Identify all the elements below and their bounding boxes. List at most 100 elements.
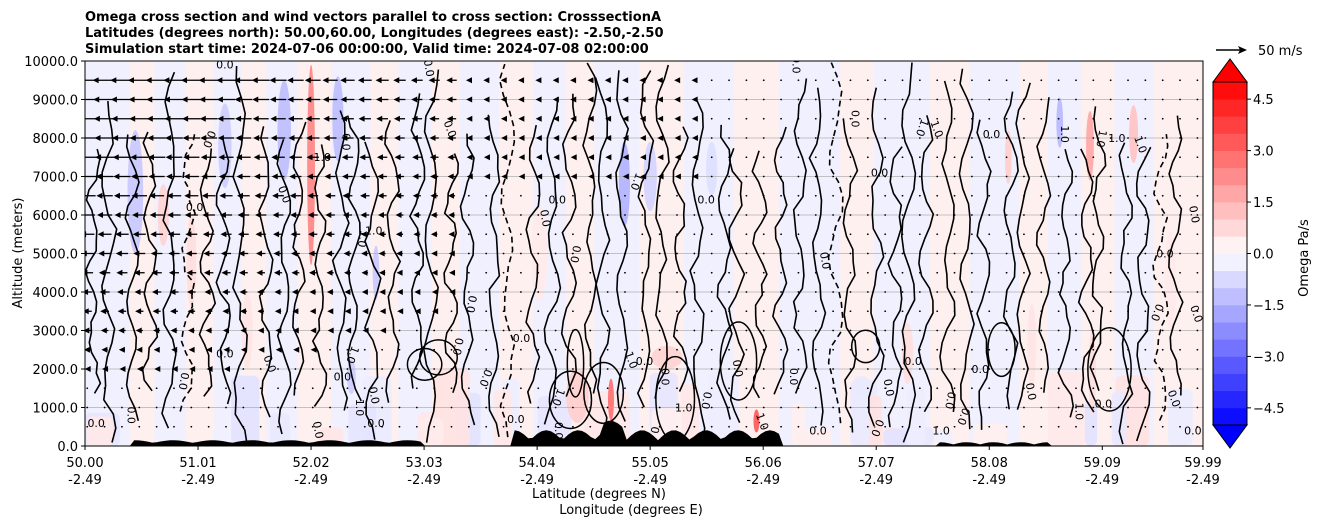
wind-vector-head-565 (588, 154, 595, 161)
wind-vector-928 (918, 117, 921, 120)
wind-vector-823 (832, 310, 835, 313)
wind-vector-327 (381, 348, 384, 351)
wind-vector-892 (884, 79, 887, 82)
wind-vector-576 (606, 310, 609, 313)
omega-band-low-39 (348, 404, 376, 446)
wind-vector-465 (502, 252, 505, 255)
wind-vector-597 (624, 271, 626, 274)
wind-vector-786 (797, 291, 800, 293)
wind-vector-1166 (1144, 291, 1147, 293)
contour-label-33: 0.0 (513, 332, 531, 345)
wind-vector-562 (589, 214, 592, 216)
wind-vector-head-407 (449, 269, 456, 276)
wind-vector-821 (832, 348, 835, 351)
wind-vector-head-529 (553, 115, 560, 122)
wind-vector-445 (485, 271, 488, 274)
wind-vector-982 (971, 175, 973, 178)
wind-vector-1176 (1144, 98, 1147, 101)
wind-vector-1151 (1127, 214, 1129, 216)
wind-vector-head-34 (94, 135, 101, 141)
wind-vector-head-44 (117, 308, 124, 315)
wind-vector-head-330 (379, 289, 386, 295)
wind-vector-head-151 (198, 77, 205, 84)
wind-vector-953 (953, 368, 956, 370)
wind-vector-head-253 (309, 308, 316, 315)
wind-vector-1140 (1127, 425, 1129, 428)
wind-vector-171 (242, 425, 245, 428)
wind-vector-698 (710, 156, 713, 159)
wind-vector-head-341 (375, 77, 382, 84)
wind-vector-head-80 (153, 346, 160, 353)
wind-vector-956 (953, 310, 956, 313)
wind-vector-head-213 (275, 346, 282, 353)
wind-vector-559 (589, 271, 592, 274)
wind-vector-1034 (1023, 271, 1025, 274)
wind-vector-head-197 (256, 289, 263, 295)
wind-vector-1106 (1092, 348, 1095, 351)
wind-vector-995 (988, 291, 991, 293)
wind-vector-962 (953, 194, 956, 197)
wind-vector-984 (971, 137, 973, 139)
wind-vector-head-100 (170, 327, 177, 334)
wind-vector-657 (676, 214, 678, 216)
wind-vector-head-124 (185, 231, 192, 238)
wind-vector-638 (658, 214, 661, 216)
wind-vector-401 (450, 387, 453, 390)
wind-vector-head-235 (291, 289, 298, 295)
wind-vector-head-293 (344, 269, 351, 276)
wind-vector-522 (554, 252, 557, 255)
wind-vector-693 (710, 252, 713, 255)
wind-vector-466 (502, 233, 505, 236)
wind-vector-977 (971, 271, 973, 274)
wind-vector-446 (485, 252, 488, 255)
wind-vector-839 (849, 368, 852, 370)
wind-vector-1190 (1161, 194, 1164, 197)
wind-vector-head-206 (252, 115, 259, 122)
omega-region-5 (277, 80, 291, 181)
wind-vector-head-65 (133, 269, 140, 276)
wind-vector-556 (589, 329, 592, 332)
wind-vector-head-294 (343, 250, 350, 257)
wind-vector-385 (433, 329, 436, 332)
wind-vector-head-16 (76, 116, 82, 122)
wind-vector-head-373 (412, 192, 419, 199)
wind-vector-head-251 (310, 346, 317, 353)
wind-vector-594 (624, 329, 626, 332)
wind-vector-head-214 (275, 327, 282, 334)
contour-label-43: 0.0 (942, 391, 958, 410)
wind-vector-580 (606, 233, 609, 236)
wind-vector-head-348 (397, 308, 404, 315)
wind-vector-615 (641, 291, 644, 293)
wind-vector-1233 (1196, 98, 1199, 101)
wind-vector-447 (485, 233, 488, 236)
wind-vector-269 (329, 368, 331, 370)
wind-vector-902 (901, 252, 904, 255)
wind-vector-781 (797, 387, 800, 390)
contour-line-43 (900, 62, 917, 443)
contour-line-18 (422, 69, 440, 443)
wind-vector-head-203 (254, 173, 261, 180)
contour-loop-7 (719, 321, 758, 401)
contour-label-49: 0.0 (1148, 302, 1166, 323)
wind-vector-head-138 (205, 327, 212, 334)
wind-vector-887 (884, 175, 887, 178)
wind-vector-405 (450, 310, 453, 313)
wind-vector-498 (537, 348, 540, 351)
wind-vector-944 (936, 175, 939, 178)
contour-loop-4 (583, 361, 625, 425)
wind-vector-head-660 (674, 154, 681, 161)
wind-vector-1002 (988, 156, 991, 159)
wind-vector-757 (762, 117, 765, 120)
wind-vector-head-219 (273, 231, 280, 238)
wind-vector-965 (953, 137, 956, 139)
contour-line-27 (594, 77, 611, 433)
wind-vector-head-94 (145, 77, 152, 84)
wind-vector-742 (762, 406, 765, 409)
contour-line-8 (232, 65, 249, 446)
wind-vector-head-136 (206, 366, 213, 372)
wind-vector-669 (693, 348, 696, 351)
wind-vector-1150 (1127, 233, 1129, 236)
wind-vector-307 (363, 368, 366, 370)
wind-vector-267 (329, 406, 331, 409)
wind-vector-801 (814, 368, 817, 370)
